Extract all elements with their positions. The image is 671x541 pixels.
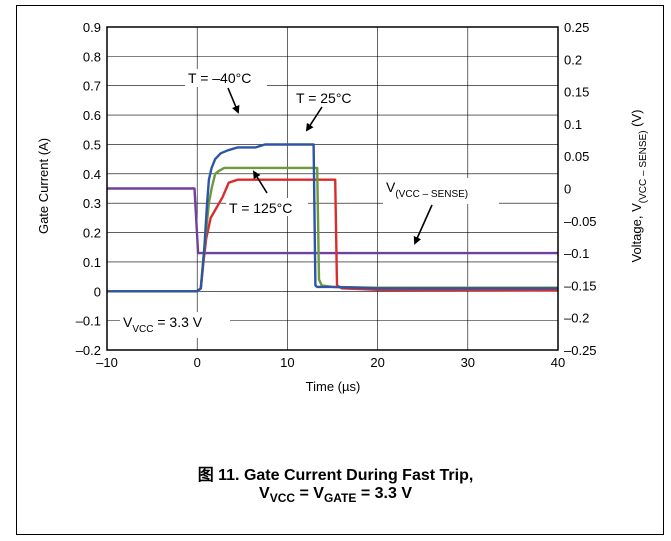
annotations: T = –40°C T = 25°C T = 125°C V(VCC – SEN…: [120, 69, 499, 338]
gate-current-chart: –10 0 10 20 30 40 –0.2 –0.1 0 0.1 0.2 0.3 0.4 0.5 0.6 0…: [36, 20, 649, 394]
y2-tick-label: 0.15: [564, 85, 589, 100]
y-tick-label: 0.2: [83, 226, 101, 241]
y-tick-label: 0.6: [83, 108, 101, 123]
y2-tick-label: –0.1: [564, 246, 589, 261]
y-tick-label: 0.1: [83, 255, 101, 270]
x-tick-label: 10: [280, 355, 294, 370]
y-tick-label: 0.4: [83, 167, 101, 182]
y-tick-label: 0.3: [83, 196, 101, 211]
y-tick-label: –0.2: [76, 343, 101, 358]
y2-tick-label: 0.05: [564, 149, 589, 164]
series-line-0: [107, 143, 558, 293]
y-tick-label: 0.9: [83, 20, 101, 35]
y-tick-label: 0.5: [83, 137, 101, 152]
x-tick-label: 40: [551, 355, 565, 370]
plot-area-border: [106, 26, 559, 351]
label-t-25: T = 25°C: [296, 90, 352, 106]
y2-tick-label: 0.2: [564, 52, 582, 67]
y2-tick-label: 0.25: [564, 20, 589, 35]
arrow-minus40: [227, 87, 240, 114]
y2-axis-label: Voltage, V(VCC – SENSE) (V): [629, 109, 649, 262]
y2-tick-label: –0.05: [564, 214, 597, 229]
series-line-3: [107, 187, 558, 255]
x-tick-label: 0: [194, 355, 201, 370]
x-tick-label: 30: [461, 355, 475, 370]
figure-caption-line1: 图 11. Gate Current During Fast Trip,: [197, 467, 474, 484]
arrow-25: [305, 106, 323, 132]
y-tick-label: 0: [94, 284, 101, 299]
label-vvcc: VVCC = 3.3 V: [123, 314, 203, 335]
label-t-minus40: T = –40°C: [188, 70, 251, 86]
y2-tick-label: –0.2: [564, 311, 589, 326]
label-t-125: T = 125°C: [229, 200, 292, 216]
x-tick-label: –10: [96, 355, 118, 370]
series-layer: [107, 143, 559, 293]
arrow-125: [252, 170, 268, 194]
y-tick-label: 0.7: [83, 79, 101, 94]
label-vsense: V(VCC – SENSE): [386, 179, 468, 200]
figure-caption-line2: VVCC = VGATE = 3.3 V: [259, 485, 412, 506]
x-tick-label: 20: [370, 355, 384, 370]
x-axis-label: Time (µs): [306, 379, 361, 394]
y-axis-label: Gate Current (A): [36, 138, 51, 234]
y-tick-label: –0.1: [76, 314, 101, 329]
ticks: –10 0 10 20 30 40 –0.2 –0.1 0 0.1 0.2 0.3 0.4 0.5 0.6 0…: [76, 20, 597, 370]
y2-tick-label: –0.15: [564, 278, 597, 293]
y2-tick-label: 0.1: [564, 117, 582, 132]
y2-tick-label: 0: [564, 182, 571, 197]
y2-tick-label: –0.25: [564, 343, 597, 358]
arrow-vsense: [413, 204, 433, 245]
y-tick-label: 0.8: [83, 49, 101, 64]
